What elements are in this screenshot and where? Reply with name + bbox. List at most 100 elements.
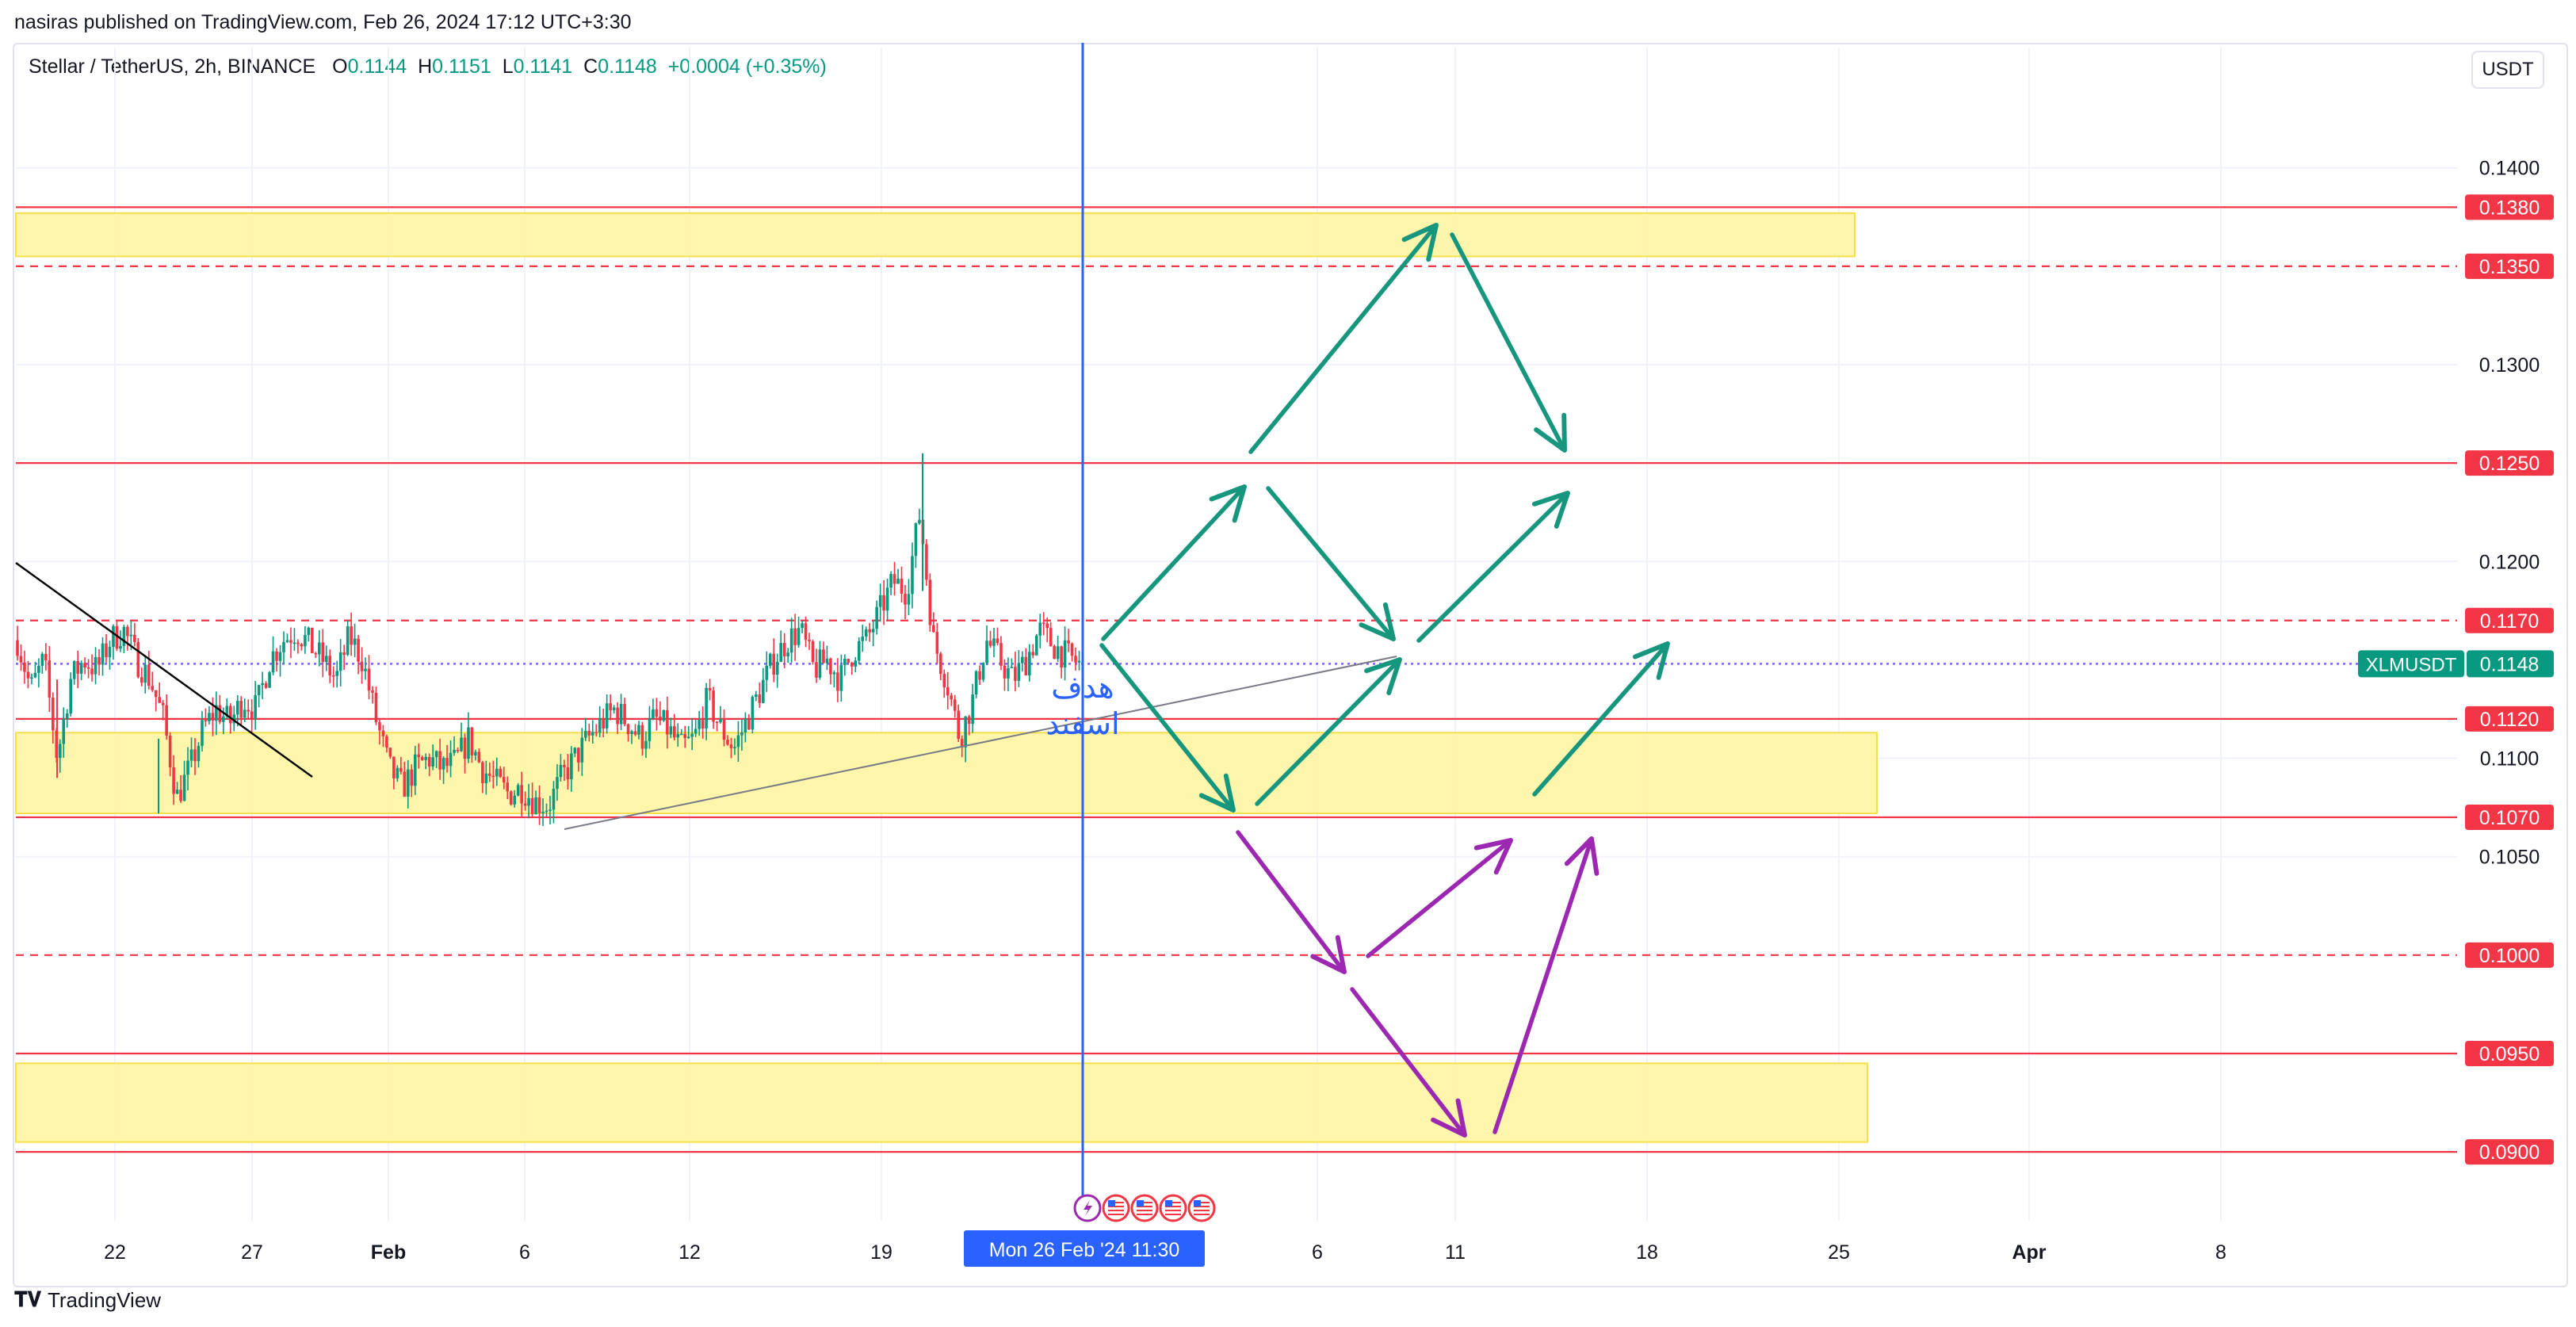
candle-body [808, 640, 811, 641]
candle-body [48, 660, 52, 698]
candle-body [431, 757, 434, 767]
candle-body [740, 732, 743, 736]
candle-body [201, 720, 204, 746]
scenario-arrow-purple [1236, 830, 1347, 974]
y-tick-label: 0.1100 [2480, 748, 2540, 771]
candle-body [90, 668, 94, 675]
candle-body [850, 662, 854, 667]
candle-body [353, 638, 357, 645]
candle-body [640, 725, 644, 749]
candle-body [182, 774, 186, 801]
candle-body [942, 674, 946, 688]
candle-body [371, 690, 374, 693]
chart-frame [13, 43, 2568, 1287]
candle-body [133, 634, 136, 642]
candle-body [424, 756, 427, 760]
candle-body [324, 656, 328, 663]
candle-body [516, 785, 520, 796]
candle-body [630, 731, 633, 734]
candle-body [1017, 663, 1021, 681]
candle-body [165, 705, 168, 736]
candle-body [420, 757, 424, 760]
candle-body [186, 760, 189, 775]
candle-body [278, 652, 282, 661]
candle-body [1077, 660, 1081, 663]
candle-body [388, 748, 392, 757]
x-tick-label: Apr [2012, 1241, 2046, 1264]
price-level-tag [2465, 253, 2554, 279]
candle-body [996, 638, 999, 644]
candle-body [1003, 665, 1007, 679]
open-label: O [332, 55, 348, 78]
candle-body [154, 690, 158, 698]
candle-body [374, 692, 378, 722]
candle-body [619, 704, 623, 725]
us-flag-icon [1159, 1194, 1187, 1222]
candle-body [243, 709, 247, 718]
candle-body [715, 721, 719, 724]
candle-body [722, 719, 726, 740]
candle-body [40, 653, 44, 666]
candle-body [211, 713, 215, 721]
candle-body [307, 627, 311, 636]
close-value: 0.1148 [598, 55, 657, 78]
candle-body [101, 643, 105, 665]
candle-body [698, 720, 701, 729]
candle-body [659, 716, 662, 721]
candle-body [463, 737, 467, 759]
current-price-tag [2467, 650, 2554, 678]
candle-body [705, 687, 708, 729]
candle-body [729, 744, 733, 748]
candle-body [815, 662, 818, 678]
candle-body [477, 751, 481, 763]
candle-body [762, 679, 765, 703]
price-level-tag [2465, 805, 2554, 831]
candle-body [708, 687, 712, 691]
footer-brand[interactable]: 𝐓𝐕 TradingView [14, 1287, 161, 1313]
symbol-tag-label: XLMUSDT [2366, 654, 2457, 675]
price-level-tag [2465, 706, 2554, 732]
candle-body [598, 718, 602, 733]
candle-body [261, 683, 264, 686]
candle-body [811, 641, 815, 663]
symbol-description[interactable]: Stellar / TetherUS, 2h, BINANCE [29, 55, 316, 78]
candle-body [23, 662, 26, 672]
candle-body [1070, 643, 1074, 656]
currency-button[interactable]: USDT [2471, 51, 2544, 89]
cursor-date-tag [964, 1230, 1205, 1267]
low-label: L [502, 55, 514, 78]
candle-body [417, 754, 421, 758]
support-resistance-zone [15, 212, 1856, 258]
scenario-arrow-up-green [1450, 232, 1567, 453]
candle-body [264, 683, 268, 688]
candle-body [633, 731, 637, 735]
candle-body [413, 754, 417, 786]
candle-body [52, 697, 55, 731]
candle-body [985, 641, 988, 664]
flag-canton [1108, 1200, 1115, 1207]
candle-body [215, 705, 218, 721]
candle-body [1060, 646, 1063, 668]
candle-body [193, 749, 197, 762]
candle-body [878, 595, 882, 607]
candle-body [44, 653, 48, 661]
x-tick-label: 8 [2215, 1241, 2226, 1264]
candle-body [520, 785, 523, 804]
price-level-tag [2465, 1040, 2554, 1066]
candle-body [747, 718, 751, 730]
candle-body [407, 769, 410, 797]
candle-body [570, 753, 573, 780]
candle-body [16, 640, 19, 656]
chart-legend: Stellar / TetherUS, 2h, BINANCE O0.1144 … [29, 55, 827, 78]
candle-body [690, 733, 694, 737]
candle-body [847, 658, 850, 663]
candle-body [626, 724, 630, 734]
candle-body [158, 697, 161, 703]
candle-body [793, 628, 797, 645]
candle-body [140, 677, 143, 683]
candle-body [953, 699, 957, 711]
candle-body [904, 593, 907, 605]
candle-body [257, 685, 261, 696]
y-tick-label: 0.1050 [2479, 847, 2540, 869]
